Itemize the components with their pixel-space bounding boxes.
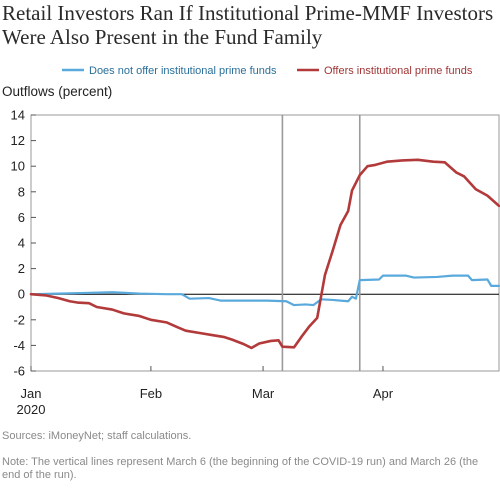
x-tick-label: Apr: [373, 386, 394, 401]
y-tick-label: 8: [18, 184, 25, 199]
series-line: [29, 158, 500, 350]
series-line: [29, 274, 500, 307]
y-tick-label: 4: [18, 236, 25, 251]
y-tick-label: -2: [13, 312, 25, 327]
y-tick-label: 14: [11, 108, 25, 123]
y-axis-label: Outflows (percent): [2, 84, 113, 99]
sources-note: Sources: iMoneyNet; staff calculations.: [2, 430, 192, 442]
legend-label: Offers institutional prime funds: [324, 65, 473, 77]
y-tick-label: -6: [13, 364, 25, 379]
x-tick-label: Mar: [252, 386, 275, 401]
legend-label: Does not offer institutional prime funds: [89, 65, 277, 77]
x-tick-sublabel: 2020: [17, 402, 46, 417]
y-tick-label: 0: [18, 287, 25, 302]
y-tick-label: 2: [18, 261, 25, 276]
footnote: Note: The vertical lines represent March…: [2, 456, 479, 481]
y-tick-label: -4: [13, 338, 25, 353]
plot-frame: [30, 114, 500, 372]
chart-title: Retail Investors Ran If Institutional Pr…: [2, 1, 494, 49]
y-tick-label: 10: [11, 159, 25, 174]
x-tick-label: Feb: [140, 386, 162, 401]
y-tick-label: 12: [11, 133, 25, 148]
x-tick-label: Jan: [21, 386, 42, 401]
y-tick-label: 6: [18, 210, 25, 225]
